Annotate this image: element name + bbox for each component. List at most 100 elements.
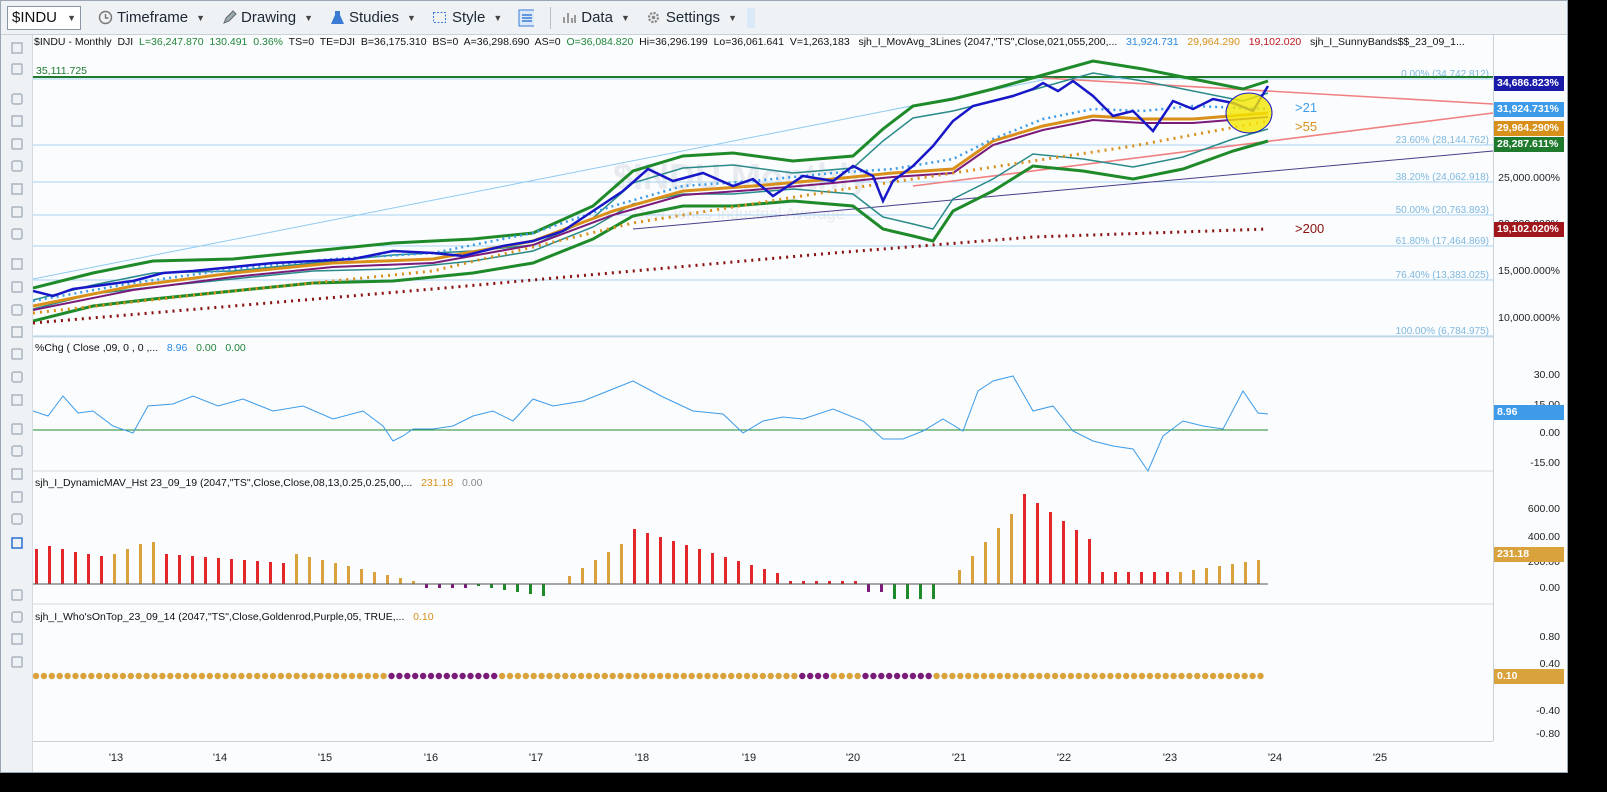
data-label: Data: [581, 9, 613, 26]
who-on-top-dot: [1044, 672, 1051, 680]
rectangle-tool-icon[interactable]: [8, 510, 26, 528]
histogram-bar: [100, 556, 103, 584]
wot-axis-tick: -0.80: [1536, 728, 1560, 740]
histogram-bar: [906, 584, 909, 599]
dmav-study-label[interactable]: sjh_I_DynamicMAV_Hst 23_09_19 (2047,"TS"…: [35, 477, 482, 489]
text-a-icon[interactable]: [8, 653, 26, 671]
who-on-top-dot: [135, 672, 142, 680]
grid-icon[interactable]: [8, 301, 26, 319]
who-on-top-dot: [680, 672, 687, 680]
who-on-top-dot: [704, 672, 711, 680]
fib-level-label: 38.20% (24,062.918): [1396, 172, 1489, 183]
histogram-bar: [204, 557, 207, 584]
fan-icon[interactable]: [8, 368, 26, 386]
arc-icon[interactable]: [8, 420, 26, 438]
wrench-icon[interactable]: [8, 225, 26, 243]
pitchfork-icon[interactable]: [8, 278, 26, 296]
text-tool-icon[interactable]: [8, 534, 26, 552]
drawing-menu[interactable]: Drawing ▼: [215, 4, 319, 32]
who-on-top-dot: [562, 672, 569, 680]
layout-button[interactable]: [512, 4, 544, 32]
histogram-bar: [1166, 572, 1169, 584]
histogram-bar: [542, 584, 545, 596]
arrow-down-icon[interactable]: [8, 442, 26, 460]
pencil-tool-icon[interactable]: [8, 90, 26, 108]
who-on-top-dot: [1170, 672, 1177, 680]
who-on-top-dot: [814, 672, 822, 680]
symbol-selector[interactable]: $INDU ▼: [7, 5, 81, 30]
histogram-bar: [412, 581, 415, 584]
chevron-down-icon[interactable]: ▼: [67, 12, 76, 23]
eraser-icon[interactable]: [8, 586, 26, 604]
studies-menu[interactable]: Studies ▼: [323, 4, 422, 32]
histogram-bar: [1205, 568, 1208, 584]
histogram-bar: [1075, 530, 1078, 584]
who-on-top-dot: [475, 672, 482, 680]
who-on-top-dot: [293, 672, 300, 680]
overflow-button[interactable]: [746, 7, 755, 28]
study-sunnybands-label[interactable]: sjh_I_SunnyBands$$_23_09_1...: [1310, 36, 1465, 48]
studies-label: Studies: [349, 9, 400, 26]
ma55-value: 29,964.290: [1187, 36, 1240, 48]
style-menu[interactable]: Style ▼: [426, 4, 508, 32]
histogram-bar: [997, 528, 1000, 584]
indent-icon[interactable]: [8, 608, 26, 626]
histogram-bar: [321, 560, 324, 584]
histogram-bar: [932, 584, 935, 599]
arrow-up-icon[interactable]: [8, 465, 26, 483]
columns-icon[interactable]: [8, 255, 26, 273]
settings-menu[interactable]: Settings ▼: [640, 4, 743, 32]
who-on-top-dot: [119, 672, 127, 680]
who-on-top-dot: [530, 672, 537, 680]
horizontal-line-icon[interactable]: [8, 135, 26, 153]
who-on-top-dot: [261, 672, 269, 680]
who-on-top-dot: [909, 672, 917, 680]
who-on-top-dot: [617, 672, 624, 680]
brush-icon[interactable]: [8, 112, 26, 130]
who-on-top-dot: [688, 672, 695, 680]
time-axis[interactable]: '13 '14 '15 '16 '17 '18 '19 '20 '21 '22 '23 '24 '25: [33, 741, 1493, 772]
data-menu[interactable]: Data ▼: [555, 4, 636, 32]
ma200-value: 19,102.020: [1248, 36, 1302, 48]
rotate-icon[interactable]: [8, 157, 26, 175]
histogram-bar: [126, 549, 129, 584]
histogram-bar: [711, 553, 714, 584]
who-on-top-dot: [175, 672, 182, 680]
cursor-icon[interactable]: [8, 39, 26, 57]
timeframe-menu[interactable]: Timeframe ▼: [91, 4, 211, 32]
who-on-top-dot: [1209, 672, 1217, 680]
wot-axis-tick: 0.80: [1539, 631, 1560, 643]
who-on-top-dot: [1202, 672, 1209, 680]
timeframe-label: Timeframe: [117, 9, 189, 26]
histogram-bar: [1244, 562, 1247, 584]
who-on-top-dot: [435, 672, 443, 680]
open-value: O=36,084.820: [566, 36, 634, 48]
who-on-top-dot: [522, 672, 529, 680]
target-icon[interactable]: [8, 203, 26, 221]
circle-tool-icon[interactable]: [8, 488, 26, 506]
price-badge: 28,287.611%: [1494, 137, 1564, 152]
hide-icon[interactable]: [8, 630, 26, 648]
pctchg-study-label[interactable]: %Chg ( Close ,09, 0 , 0 ,... 8.96 0.00 0…: [35, 342, 246, 354]
last-price: L=36,247.870: [139, 36, 204, 48]
histogram-bar: [1023, 494, 1026, 584]
histogram-bar: [763, 569, 766, 584]
study-movavg-label[interactable]: sjh_I_MovAvg_3Lines (2047,"TS",Close,021…: [858, 36, 1118, 48]
spiral-icon[interactable]: [8, 345, 26, 363]
histogram-bar: [880, 584, 883, 592]
fib-tool-icon[interactable]: [8, 180, 26, 198]
who-on-top-dot: [364, 672, 371, 680]
chevron-down-icon: ▼: [728, 12, 737, 23]
crosshair-icon[interactable]: [8, 60, 26, 78]
who-on-top-dot: [48, 672, 55, 680]
who-on-top-dot: [988, 672, 996, 680]
histogram-bar: [399, 578, 402, 584]
who-on-top-dot: [759, 672, 766, 680]
pctchg-axis-tick: -15.00: [1530, 457, 1560, 469]
fib-level-label: 23.60% (28,144.762): [1396, 135, 1489, 146]
angle-icon[interactable]: [8, 391, 26, 409]
trading-chart-window: $INDU ▼ Timeframe ▼ Drawing ▼ Studies ▼ …: [0, 0, 1568, 773]
wot-study-label[interactable]: sjh_I_Who'sOnTop_23_09_14 (2047,"TS",Clo…: [35, 611, 434, 623]
lines-icon[interactable]: [8, 323, 26, 341]
